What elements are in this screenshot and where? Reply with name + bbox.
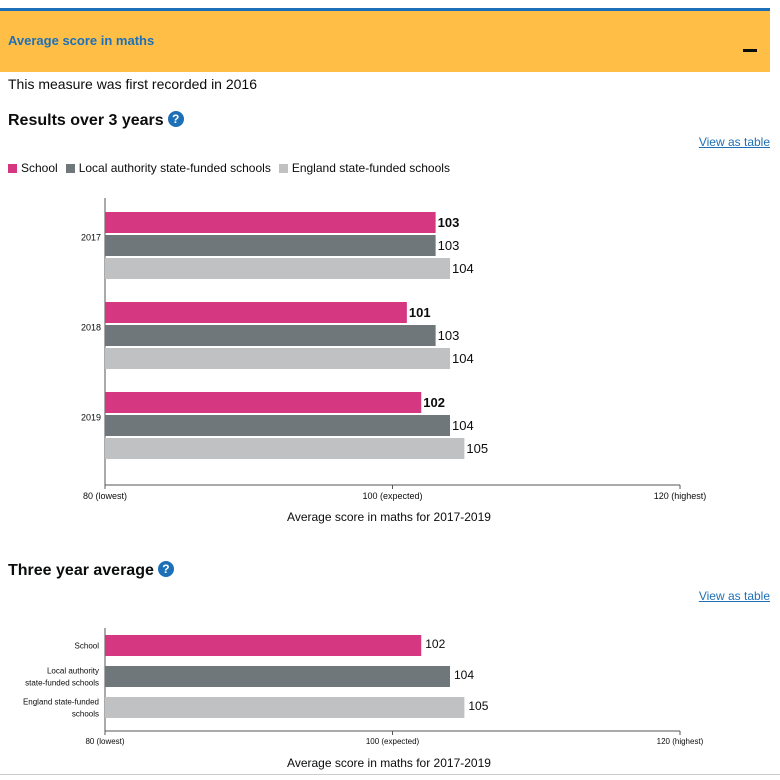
legend-swatch-school (8, 163, 17, 173)
help-icon[interactable]: ? (167, 111, 184, 127)
x-tick-label-80: 80 (lowest) (83, 491, 127, 501)
average-heading: Three year average? (8, 561, 174, 580)
legend-swatch-england (278, 163, 288, 173)
bar-2017-series-0 (105, 212, 436, 233)
bar-2018-series-1 (105, 325, 436, 346)
results-heading-text: Results over 3 years (8, 112, 164, 129)
x-tick-label-100: 100 (expected) (366, 737, 420, 746)
legend-label-school: School (21, 161, 58, 175)
bar-2018-series-0 (105, 302, 407, 323)
bar-category-2 (105, 697, 465, 718)
data-label-2019-series-2: 105 (466, 441, 488, 456)
section-divider (0, 774, 780, 775)
bar-2019-series-0 (105, 392, 422, 413)
results-heading: Results over 3 years? (8, 111, 184, 130)
legend-label-england: England state-funded schools (291, 161, 450, 175)
x-axis-title: Average score in maths for 2017-2019 (287, 510, 491, 524)
results-bar-chart: 103 103 104 2017 101 103 104 2018 102 104 105 2019 8… (81, 198, 707, 524)
data-label-category-2: 105 (468, 699, 488, 713)
y-tick-label-2-line-0: England state-funded (23, 698, 99, 707)
legend-swatch-la (65, 163, 75, 173)
y-tick-label-1-line-1: state-funded schools (25, 679, 99, 688)
data-label-2019-series-0: 102 (423, 395, 445, 410)
x-axis-title: Average score in maths for 2017-2019 (287, 756, 491, 770)
data-label-category-0: 102 (425, 637, 445, 651)
average-bar-chart: 102 School 104 Local authority state-funded … (23, 628, 704, 770)
x-tick-label-120: 120 (highest) (654, 491, 707, 501)
bar-2017-series-2 (105, 258, 450, 279)
accordion-top-border (0, 8, 770, 11)
data-label-2017-series-0: 103 (438, 215, 460, 230)
legend-label-la: Local authority state-funded schools (78, 161, 271, 175)
data-label-2017-series-2: 104 (452, 261, 474, 276)
bar-2019-series-2 (105, 438, 465, 459)
average-heading-text: Three year average (8, 562, 154, 579)
y-tick-label-0-line-0: School (75, 642, 100, 651)
y-tick-label-1-line-0: Local authority (47, 667, 99, 676)
x-tick-label-100: 100 (expected) (362, 491, 422, 501)
data-label-2018-series-2: 104 (452, 351, 474, 366)
y-tick-label-2-line-1: schools (72, 710, 99, 719)
x-tick-label-120: 120 (highest) (657, 737, 704, 746)
y-tick-label-2017: 2017 (81, 233, 101, 243)
x-tick-label-80: 80 (lowest) (85, 737, 124, 746)
minus-icon[interactable] (743, 49, 757, 52)
bar-category-0 (105, 635, 422, 656)
data-label-2019-series-1: 104 (452, 418, 474, 433)
accordion-title[interactable]: Average score in maths (8, 33, 155, 48)
bar-2017-series-1 (105, 235, 436, 256)
data-label-category-1: 104 (454, 668, 474, 682)
y-tick-label-2018: 2018 (81, 323, 101, 333)
bar-2018-series-2 (105, 348, 450, 369)
help-icon[interactable]: ? (157, 561, 174, 577)
y-tick-label-2019: 2019 (81, 413, 101, 423)
legend-item-england: England state-funded schools (278, 161, 450, 175)
data-label-2018-series-1: 103 (438, 328, 460, 343)
bar-category-1 (105, 666, 450, 687)
legend-item-school: School (8, 161, 58, 175)
accordion-header[interactable]: Average score in maths (0, 11, 770, 72)
measure-note: This measure was first recorded in 2016 (8, 76, 257, 92)
average-view-as-table-link[interactable]: View as table (698, 589, 770, 603)
bar-2019-series-1 (105, 415, 450, 436)
legend-item-la: Local authority state-funded schools (65, 161, 271, 175)
data-label-2018-series-0: 101 (409, 305, 431, 320)
chart-legend: School Local authority state-funded scho… (8, 161, 458, 175)
data-label-2017-series-1: 103 (438, 238, 460, 253)
results-view-as-table-link[interactable]: View as table (698, 135, 770, 149)
